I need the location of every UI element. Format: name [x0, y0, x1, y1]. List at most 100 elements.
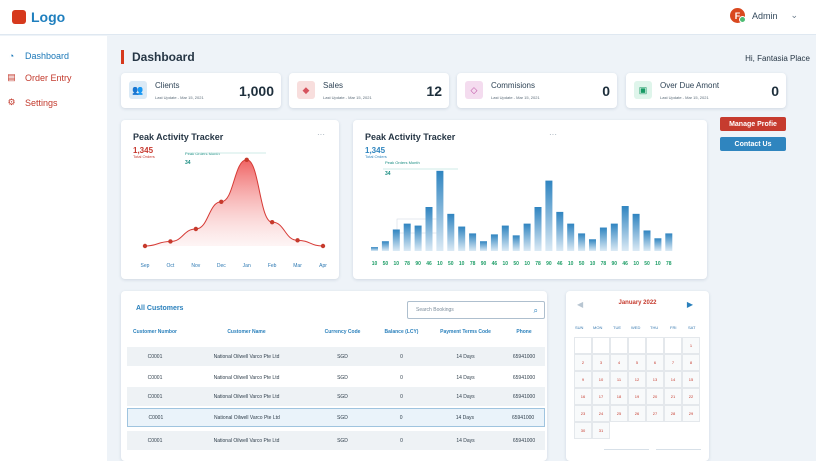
sidebar-item-dashboard[interactable]: ◔ Dashboard [6, 50, 69, 61]
x-tick-label: Apr [319, 263, 327, 269]
sidebar-item-settings[interactable]: ⚙ Settings [6, 97, 57, 108]
calendar-day[interactable]: 31 [592, 422, 610, 439]
table-row[interactable]: C0001 National Oilwell Varco Pte Ltd SGD 0 1… [127, 431, 545, 450]
calendar-day[interactable]: 7 [664, 354, 682, 371]
calendar-blank-day [646, 337, 664, 354]
calendar-day[interactable]: 6 [646, 354, 664, 371]
table-row-selected[interactable]: C0001 National Oilwell Varco Pte Ltd SGD 0 1… [127, 408, 545, 427]
calendar-day[interactable]: 17 [592, 388, 610, 405]
calendar-day[interactable]: 1 [682, 337, 700, 354]
calendar-day[interactable]: 4 [610, 354, 628, 371]
data-point [269, 219, 275, 225]
header-customer-name: Customer Name [227, 329, 266, 335]
x-tick-label: 50 [513, 261, 519, 267]
calendar-day[interactable]: 2 [574, 354, 592, 371]
avatar[interactable]: F [729, 8, 746, 23]
currency-code: SGD [337, 374, 348, 381]
more-icon[interactable]: ··· [317, 130, 325, 139]
stat-card-commissions[interactable]: ◇ Commisions Last Update - Mar 15, 2021 … [457, 73, 617, 108]
stat-card-clients[interactable]: 👥 Clients Last Update - Mar 15, 2021 1,0… [121, 73, 281, 108]
page-title: Dashboard [121, 50, 195, 64]
calendar-day[interactable]: 21 [664, 388, 682, 405]
sidebar: ◔ Dashboard ▤ Order Entry ⚙ Settings [0, 36, 107, 461]
customers-card: All Customers Search Bookings ⌕ Customer … [121, 291, 547, 461]
calendar-day[interactable]: 19 [628, 388, 646, 405]
logo-text: Logo [31, 9, 66, 25]
calendar-day[interactable]: 27 [646, 405, 664, 422]
search-input[interactable]: Search Bookings ⌕ [407, 301, 545, 319]
search-placeholder: Search Bookings [416, 307, 454, 313]
chevron-down-icon[interactable]: ⌄ [790, 10, 798, 20]
data-point [219, 199, 224, 204]
stat-card-sales[interactable]: ◆ Sales Last Update - Mar 15, 2021 12 [289, 73, 449, 108]
calendar-day[interactable]: 25 [610, 405, 628, 422]
customer-number: C0001 [147, 353, 163, 360]
calendar-day[interactable]: 15 [682, 371, 700, 388]
calendar-button-left[interactable] [604, 449, 649, 453]
calendar-day[interactable]: 8 [682, 354, 700, 371]
calendar-day[interactable]: 10 [592, 371, 610, 388]
calendar-day[interactable]: 18 [610, 388, 628, 405]
user-menu[interactable]: F Admin ⌄ [729, 8, 798, 23]
weekday-sat: SAT [688, 325, 696, 330]
payment-terms: 14 Days [456, 437, 475, 444]
calendar-day[interactable]: 12 [628, 371, 646, 388]
x-tick-label: 10 [568, 261, 574, 267]
logo[interactable]: Logo [12, 9, 65, 25]
user-name[interactable]: Admin [751, 10, 778, 21]
manage-profile-button[interactable]: Manage Profie [720, 117, 786, 131]
calendar-day[interactable]: 26 [628, 405, 646, 422]
x-tick-label: 46 [492, 261, 498, 267]
commission-icon: ◇ [465, 81, 483, 99]
clients-icon: 👥 [129, 81, 147, 99]
contact-us-button[interactable]: Contact Us [720, 137, 786, 151]
table-row[interactable]: C0001 National Oilwell Varco Pte Ltd SGD 0 1… [127, 347, 545, 366]
calendar-button-right[interactable] [656, 449, 701, 453]
x-tick-label: 50 [579, 261, 585, 267]
stat-title: Over Due Amont [660, 81, 720, 90]
total-orders-value: 1,345 [133, 146, 154, 155]
x-tick-label: 78 [666, 261, 672, 267]
header-currency-code: Currency Code [324, 329, 361, 335]
calendar-day[interactable]: 14 [664, 371, 682, 388]
payment-terms: 14 Days [456, 374, 475, 381]
sales-tag-icon: ◆ [297, 81, 315, 99]
data-point [168, 239, 173, 244]
table-row[interactable]: C0001 National Oilwell Varco Pte Ltd SGD 0 1… [127, 387, 545, 406]
bar [523, 223, 531, 251]
weekday-mon: MON [593, 325, 603, 330]
table-header: Customer Numbor Customer Name Currency C… [127, 329, 545, 341]
bar [392, 229, 400, 251]
calendar-next-icon[interactable]: ▶ [686, 300, 693, 309]
bar [578, 233, 586, 251]
more-icon[interactable]: ··· [549, 130, 557, 139]
peak-label: Peak Orders Month [385, 160, 420, 165]
calendar-day[interactable]: 28 [664, 405, 682, 422]
table-row[interactable]: C0001 National Oilwell Varco Pte Ltd SGD 0 1… [127, 368, 545, 387]
calendar-day[interactable]: 29 [682, 405, 700, 422]
calendar-day[interactable]: 13 [646, 371, 664, 388]
x-tick-label: 50 [644, 261, 650, 267]
calendar-day[interactable]: 3 [592, 354, 610, 371]
calendar-day[interactable]: 23 [574, 405, 592, 422]
calendar-day[interactable]: 5 [628, 354, 646, 371]
calendar-blank-day [610, 337, 628, 354]
calendar-prev-icon[interactable]: ◀ [577, 300, 584, 309]
calendar-day[interactable]: 16 [574, 388, 592, 405]
stat-value: 1,000 [238, 83, 274, 99]
calendar-day[interactable]: 24 [592, 405, 610, 422]
calendar-day[interactable]: 22 [682, 388, 700, 405]
total-orders-label: Total Orders [133, 154, 155, 159]
calendar-day[interactable]: 30 [574, 422, 592, 439]
x-tick-label: Nov [191, 263, 200, 269]
currency-code: SGD [337, 353, 348, 360]
bar [436, 170, 444, 251]
stat-card-overdue[interactable]: ▣ Over Due Amont Last Update - Mar 15, 2… [626, 73, 786, 108]
bar [610, 223, 618, 251]
sidebar-item-order-entry[interactable]: ▤ Order Entry [6, 72, 71, 83]
calendar-day[interactable]: 20 [646, 388, 664, 405]
greeting: Hi, Fantasia Place [745, 54, 810, 63]
calendar-day[interactable]: 9 [574, 371, 592, 388]
calendar-day[interactable]: 11 [610, 371, 628, 388]
search-icon[interactable]: ⌕ [533, 306, 538, 315]
